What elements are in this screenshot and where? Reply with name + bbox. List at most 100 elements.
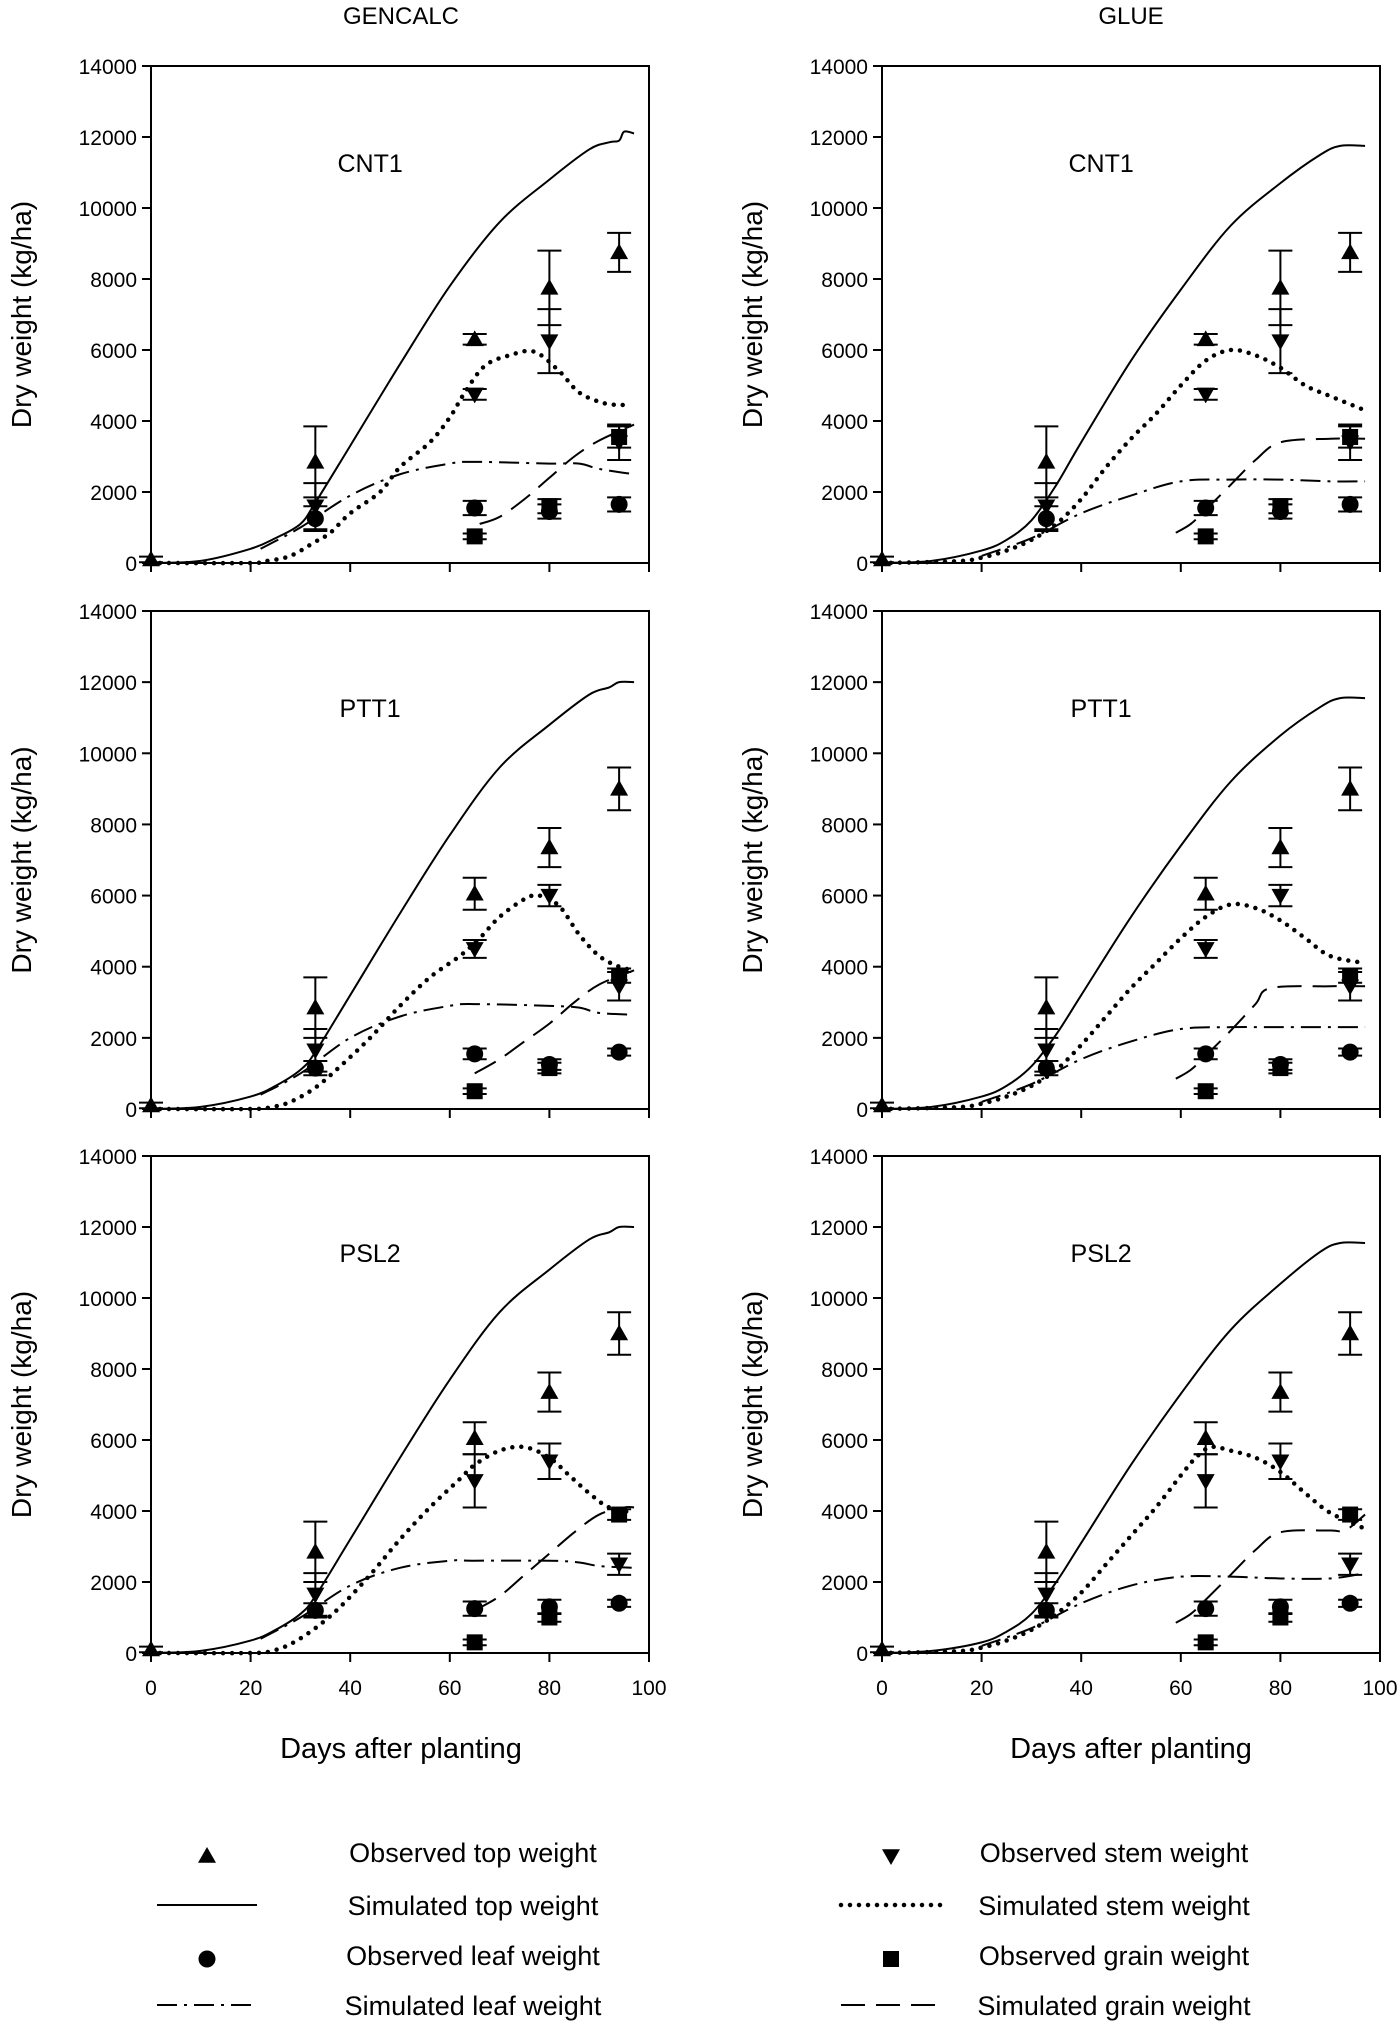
point-obs-top (610, 779, 629, 796)
x-tick-label: 0 (145, 1677, 157, 1700)
point-obs-leaf (1197, 499, 1215, 517)
point-obs-stem (610, 1557, 629, 1574)
series-sim-leaf (260, 1003, 635, 1096)
series-sim-stem (879, 901, 1368, 1112)
y-tick-label: 2000 (90, 482, 137, 505)
y-tick-label: 4000 (90, 957, 137, 980)
plot-frame (881, 1155, 1381, 1654)
legend-item-sim-grain: Simulated grain weight (841, 1991, 1251, 2021)
point-obs-top (1196, 1429, 1215, 1445)
series-sim-stem (148, 348, 627, 566)
y-tick-label: 2000 (821, 1028, 868, 1051)
point-obs-top (1271, 1383, 1290, 1399)
point-obs-leaf (1197, 1600, 1215, 1618)
y-tick-label: 0 (125, 1643, 137, 1666)
panel-gencalc-ptt1: 0 2000 4000 6000 8000 10000 12000 14000 Dry weig… (6, 601, 650, 1122)
point-obs-top (142, 550, 160, 567)
y-tick-label: 14000 (79, 601, 137, 624)
y-tick-label: 4000 (90, 411, 137, 434)
point-obs-grain (1197, 528, 1214, 545)
treatment-label: PTT1 (1071, 695, 1132, 723)
point-obs-top (1196, 330, 1215, 347)
y-tick-label: 4000 (821, 1501, 868, 1524)
x-axis-label-left: Days after planting (280, 1733, 522, 1765)
y-tick-label: 10000 (810, 198, 868, 221)
y-tick-label: 0 (856, 1643, 868, 1666)
point-obs-top (1271, 278, 1290, 295)
series-sim-grain (1175, 437, 1366, 534)
y-tick-label: 6000 (821, 886, 868, 909)
y-tick-label: 2000 (90, 1028, 137, 1051)
legend-item-obs-leaf: Observed leaf weight (198, 1941, 600, 1971)
point-obs-top (1037, 452, 1056, 469)
legend-item-obs-stem: Observed stem weight (882, 1838, 1249, 1868)
point-obs-grain (611, 428, 628, 445)
point-obs-leaf (1037, 1601, 1055, 1619)
x-tick-label: 100 (631, 1677, 666, 1700)
point-obs-top (1271, 838, 1290, 855)
y-tick-label: 12000 (79, 1217, 137, 1240)
legend-label: Observed top weight (349, 1838, 597, 1868)
y-tick-label: 10000 (79, 198, 137, 221)
y-tick-label: 10000 (79, 1288, 137, 1311)
point-obs-grain (611, 967, 628, 984)
point-obs-grain (1197, 1083, 1214, 1100)
panel-glue-psl2: 0 2000 4000 6000 8000 10000 12000 14000 0 20 40 60 8… (737, 1146, 1398, 1700)
x-tick-label: 80 (538, 1677, 561, 1700)
point-obs-top (1341, 243, 1360, 260)
point-obs-stem (1196, 942, 1215, 958)
point-obs-grain (1272, 1609, 1289, 1626)
point-obs-top (1037, 998, 1056, 1015)
y-tick-label: 4000 (821, 411, 868, 434)
point-obs-leaf (1037, 510, 1055, 528)
point-obs-stem (540, 888, 559, 905)
series-sim-top (150, 680, 635, 1110)
point-obs-top (873, 1640, 891, 1657)
point-obs-grain (541, 1609, 558, 1626)
y-tick-label: 14000 (79, 1146, 137, 1169)
legend-label: Simulated leaf weight (345, 1991, 602, 2021)
y-tick-label: 0 (856, 553, 868, 576)
point-obs-top (610, 243, 629, 260)
x-tick-label: 60 (438, 1677, 461, 1700)
y-axis-label: Dry weight (kg/ha) (737, 1291, 768, 1518)
plot-frame (150, 1155, 650, 1654)
y-tick-label: 12000 (810, 1217, 868, 1240)
legend-label: Simulated top weight (348, 1891, 599, 1921)
series-sim-grain (1175, 1513, 1366, 1624)
point-obs-leaf (610, 1043, 628, 1061)
legend-label: Simulated grain weight (977, 1991, 1251, 2021)
series-sim-top (881, 696, 1366, 1110)
legend-label: Simulated stem weight (978, 1891, 1250, 1921)
point-obs-grain (1197, 1634, 1214, 1651)
series-sim-leaf (981, 1026, 1366, 1103)
y-axis-label: Dry weight (kg/ha) (6, 201, 37, 428)
y-tick-label: 10000 (810, 743, 868, 766)
point-obs-stem (1037, 1587, 1056, 1604)
point-obs-stem (1341, 1557, 1360, 1574)
point-obs-top (610, 1324, 629, 1341)
point-obs-top (306, 1542, 325, 1559)
x-tick-label: 40 (1070, 1677, 1093, 1700)
panel-gencalc-psl2: 0 2000 4000 6000 8000 10000 12000 14000 0 20 40 60 8… (6, 1146, 667, 1700)
series-sim-leaf (981, 478, 1366, 557)
point-obs-leaf (1341, 495, 1359, 513)
point-obs-leaf (466, 499, 484, 517)
y-tick-label: 8000 (821, 269, 868, 292)
point-obs-top (142, 1096, 160, 1113)
series-sim-stem (879, 347, 1368, 566)
point-obs-stem (306, 1043, 325, 1060)
column-title-gencalc: GENCALC (343, 3, 459, 30)
point-obs-grain (1272, 498, 1289, 515)
y-tick-label: 6000 (821, 340, 868, 363)
x-axis-label-right: Days after planting (1010, 1733, 1252, 1765)
point-obs-top (1341, 1324, 1360, 1341)
point-obs-stem (306, 1587, 325, 1604)
y-tick-label: 8000 (90, 1359, 137, 1382)
x-tick-label: 100 (1362, 1677, 1397, 1700)
series-sim-grain (1175, 985, 1366, 1080)
point-obs-stem (540, 1454, 559, 1471)
y-tick-label: 8000 (821, 1359, 868, 1382)
point-obs-leaf (466, 1600, 484, 1618)
point-obs-grain (466, 1634, 483, 1651)
